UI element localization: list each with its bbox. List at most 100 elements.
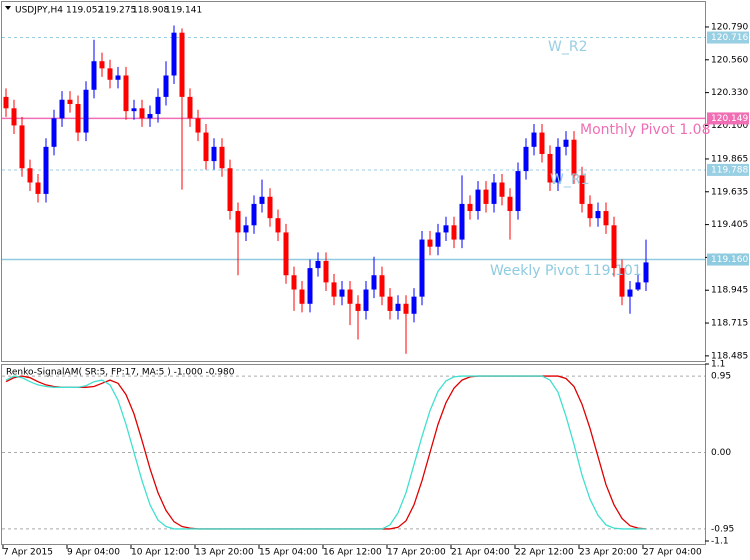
candle-body [187,96,193,119]
level-tag-label: 120.149 [711,114,748,124]
candle-body [571,139,577,176]
candle-body [35,182,41,194]
candle-body [587,203,593,219]
candle-body [395,303,401,311]
level-tag [707,31,749,44]
candle-body [635,282,641,290]
candle-body [467,203,473,212]
candle-body [27,168,33,183]
candle-body [483,189,489,204]
candle-body [387,296,393,311]
candle-body [267,196,273,219]
x-tick-label: 15 Apr 04:00 [259,548,318,558]
x-tick-label: 23 Apr 20:00 [579,548,638,558]
indicator-frame [1,364,706,545]
level-tag-label: 120.716 [711,33,748,43]
candle-body [603,211,609,226]
level-tag [707,112,749,125]
candle-body [227,168,233,212]
candle-body [11,108,17,126]
candle-body [67,99,73,105]
level-tag-label: 119.160 [711,255,748,265]
candle-body [339,289,345,297]
menu-arrow [5,6,11,10]
candle-body [491,182,497,204]
candle-body [131,108,137,112]
y-tick-label: 118.945 [711,286,748,296]
candle-body [83,89,89,133]
candle-body [363,289,369,311]
candle-body [563,139,569,147]
candle-body [139,108,145,119]
y-tick-label: 120.330 [711,88,748,98]
x-tick-label: 9 Apr 04:00 [67,548,120,558]
y-tick-label: 0.00 [711,448,731,458]
x-tick-label: 17 Apr 20:00 [387,548,446,558]
x-tick-label: 27 Apr 04:00 [643,548,702,558]
candle-body [19,125,25,169]
candle-body [195,118,201,133]
candle-body [547,153,553,183]
candle-body [579,175,585,204]
y-tick-label: 119.405 [711,220,748,230]
candle-body [611,225,617,269]
candle-body [107,68,113,80]
candle-body [451,225,457,240]
y-tick-label: -0.95 [711,524,734,534]
candle-body [99,61,105,69]
level-name: W_R1 [550,172,589,188]
x-tick-label: 7 Apr 2015 [3,548,53,558]
candle-body [619,268,625,297]
candle-body [259,196,265,204]
candle-body [435,232,441,247]
candle-body [595,211,601,219]
candle-body [251,203,257,226]
candle-body [123,75,129,112]
candle-body [171,32,177,76]
candle-body [59,99,65,119]
candle-body [115,75,121,80]
y-tick-label: 120.560 [711,55,748,65]
x-tick-label: 16 Apr 12:00 [323,548,382,558]
candle-body [299,289,305,304]
y-tick-label: 120.790 [711,22,748,32]
candle-body [323,260,329,283]
y-tick-label: 119.635 [711,187,748,197]
candle-body [331,282,337,297]
candle-body [627,289,633,297]
candle-body [475,189,481,212]
y-tick-label: 118.485 [711,351,748,361]
candle-body [555,146,561,183]
candle-body [211,146,217,162]
candle-body [507,196,513,212]
candle-body [419,239,425,297]
candle-body [515,171,521,212]
x-tick-label: 13 Apr 20:00 [195,548,254,558]
candle-body [75,104,81,133]
y-tick-label: 120.100 [711,121,748,131]
x-tick-label: 21 Apr 04:00 [451,548,510,558]
candle-body [499,182,505,197]
header-value: 119.141 [165,6,202,16]
candle-body [275,218,281,233]
candle-body [307,268,313,304]
candle-body [163,75,169,97]
y-tick-label: 119.865 [711,154,748,164]
candle-body [355,303,361,311]
candle-body [91,61,97,90]
candle-body [51,118,57,147]
x-tick-label: 22 Apr 12:00 [515,548,574,558]
x-tick-label: 10 Apr 12:00 [131,548,190,558]
indicator-line [5,375,646,530]
candle-body [427,239,433,247]
level-tag [707,163,749,176]
candle-body [371,275,377,290]
level-tag-label: 119.788 [711,165,748,175]
header-value: 119.052 [66,6,103,16]
candle-body [43,146,49,194]
candle-body [179,32,185,97]
candle-body [155,96,161,115]
y-tick-label: 118.715 [711,319,748,329]
